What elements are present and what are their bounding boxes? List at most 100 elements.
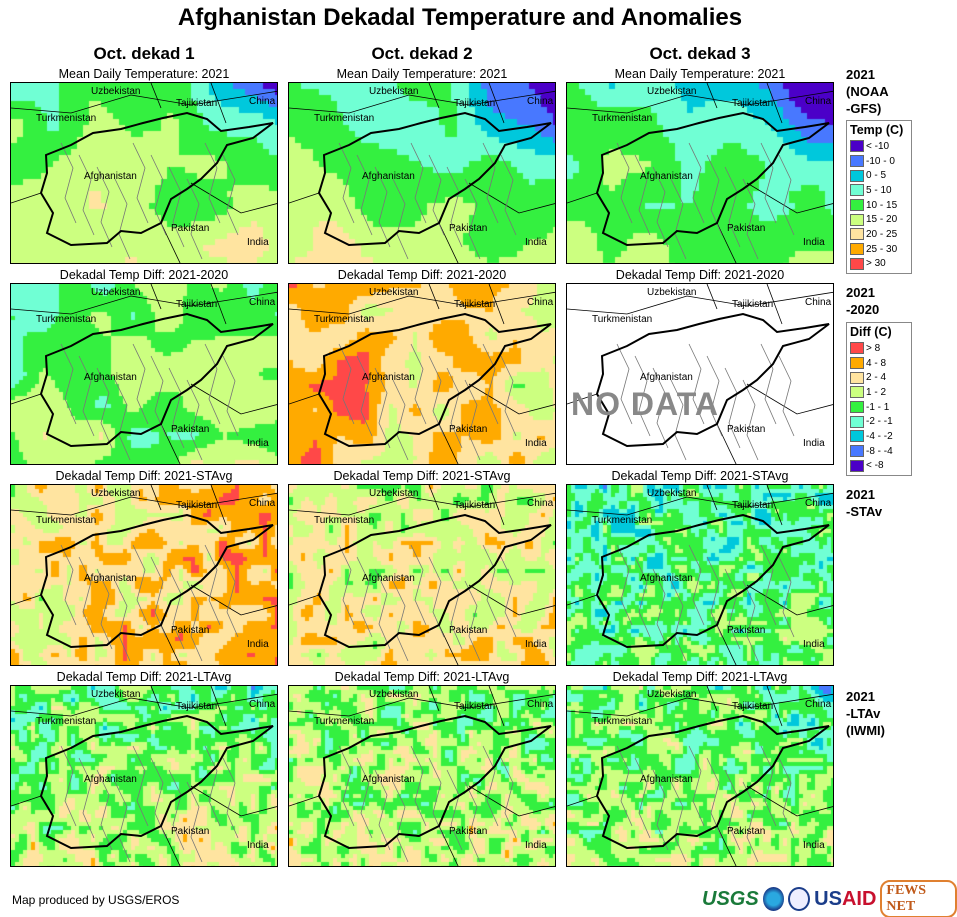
map-label-turkmenistan: Turkmenistan	[592, 515, 653, 526]
legend-item: 25 - 30	[850, 242, 908, 257]
province-border	[482, 544, 499, 626]
legend-item: -4 - -2	[850, 429, 908, 444]
column-header-dekad-2: Oct. dekad 2	[371, 44, 473, 63]
country-border	[746, 383, 833, 415]
country-border	[289, 693, 555, 717]
province-border	[222, 355, 239, 437]
province-border	[60, 745, 77, 827]
province-border	[706, 556, 723, 638]
country-border	[567, 291, 833, 315]
legend-label: 20 - 25	[866, 228, 898, 240]
province-border	[78, 154, 95, 236]
country-border	[716, 222, 737, 263]
legend-swatch	[850, 184, 864, 197]
province-border	[114, 580, 131, 662]
legend-swatch	[850, 371, 864, 384]
panel-title: Dekadal Temp Diff: 2021-2020	[337, 268, 507, 282]
country-border	[210, 284, 227, 325]
map-label-pakistan: Pakistan	[449, 826, 488, 837]
map-label-pakistan: Pakistan	[171, 826, 210, 837]
country-border	[468, 383, 555, 415]
country-border	[766, 485, 783, 526]
boundaries-layer	[289, 284, 555, 464]
country-border	[488, 83, 505, 124]
map-panel-row2-col3: Uzbekistan Tajikistan China Turkmenistan Afg…	[566, 283, 834, 465]
country-border	[160, 222, 181, 263]
province-border	[500, 757, 517, 839]
country-border	[190, 785, 277, 817]
afghanistan-border	[595, 111, 830, 247]
province-border	[652, 769, 669, 851]
afghanistan-border	[39, 714, 274, 850]
country-border	[150, 284, 162, 310]
column-header-dekad-3: Oct. dekad 3	[649, 44, 751, 63]
legend-label: < -10	[866, 140, 890, 152]
map-panel-row3-col1: Uzbekistan Tajikistan China Turkmenistan Afg…	[10, 484, 278, 666]
map-panel-row4-col3: Uzbekistan Tajikistan China Turkmenistan Afg…	[566, 685, 834, 867]
legend-swatch	[850, 415, 864, 428]
panel-title: Dekadal Temp Diff: 2021-STAvg	[55, 469, 233, 483]
province-border	[742, 781, 759, 863]
map-label-uzbekistan: Uzbekistan	[647, 689, 697, 700]
province-border	[374, 568, 391, 650]
country-border	[706, 83, 718, 109]
legend-swatch	[850, 430, 864, 443]
country-border	[11, 291, 277, 315]
row-label-line: 2021	[846, 487, 875, 502]
map-panel-row3-col2: Uzbekistan Tajikistan China Turkmenistan Afg…	[288, 484, 556, 666]
country-border	[160, 423, 181, 464]
province-border	[706, 757, 723, 839]
province-border	[742, 580, 759, 662]
map-label-turkmenistan: Turkmenistan	[36, 515, 97, 526]
country-border	[190, 584, 277, 616]
country-border	[716, 423, 737, 464]
usaid-logo: USAID	[814, 887, 877, 910]
map-label-tajikistan: Tajikistan	[732, 98, 774, 109]
country-border	[289, 192, 320, 204]
boundaries-layer	[567, 83, 833, 263]
map-label-turkmenistan: Turkmenistan	[592, 113, 653, 124]
legend-label: 2 - 4	[866, 372, 887, 384]
province-border	[410, 142, 427, 224]
province-border	[392, 781, 409, 863]
province-border	[186, 781, 203, 863]
panel-title: Dekadal Temp Diff: 2021-2020	[59, 268, 229, 282]
row-label-2021-ltavg: 2021 -LTAv (IWMI)	[846, 688, 946, 739]
afghanistan-border	[317, 714, 552, 850]
country-border	[438, 825, 459, 866]
map-label-afghanistan: Afghanistan	[640, 774, 693, 785]
column-header-dekad-1: Oct. dekad 1	[93, 44, 195, 63]
legend-swatch	[850, 140, 864, 153]
map-label-turkmenistan: Turkmenistan	[314, 314, 375, 325]
legend-item: 20 - 25	[850, 227, 908, 242]
province-border	[616, 343, 633, 425]
province-border	[78, 355, 95, 437]
country-border	[210, 83, 227, 124]
map-label-china: China	[527, 96, 554, 107]
province-border	[356, 757, 373, 839]
province-border	[168, 367, 185, 449]
province-border	[778, 556, 795, 638]
afghanistan-border	[595, 714, 830, 850]
map-label-uzbekistan: Uzbekistan	[369, 488, 419, 499]
map-label-afghanistan: Afghanistan	[640, 573, 693, 584]
legend-swatch	[850, 357, 864, 370]
panel-title: Dekadal Temp Diff: 2021-STAvg	[611, 469, 789, 483]
legend-label: > 30	[866, 258, 886, 270]
country-border	[766, 83, 783, 124]
province-border	[374, 769, 391, 851]
map-label-tajikistan: Tajikistan	[732, 701, 774, 712]
province-border	[446, 568, 463, 650]
province-border	[168, 166, 185, 248]
map-label-afghanistan: Afghanistan	[84, 372, 137, 383]
legend-label: 1 - 2	[866, 386, 887, 398]
province-border	[114, 379, 131, 461]
boundaries-layer	[289, 83, 555, 263]
province-border	[150, 154, 167, 236]
map-label-china: China	[527, 699, 554, 710]
province-border	[760, 142, 777, 224]
country-border	[488, 284, 505, 325]
map-label-turkmenistan: Turkmenistan	[314, 113, 375, 124]
legend-label: 15 - 20	[866, 214, 898, 226]
province-border	[464, 379, 481, 461]
